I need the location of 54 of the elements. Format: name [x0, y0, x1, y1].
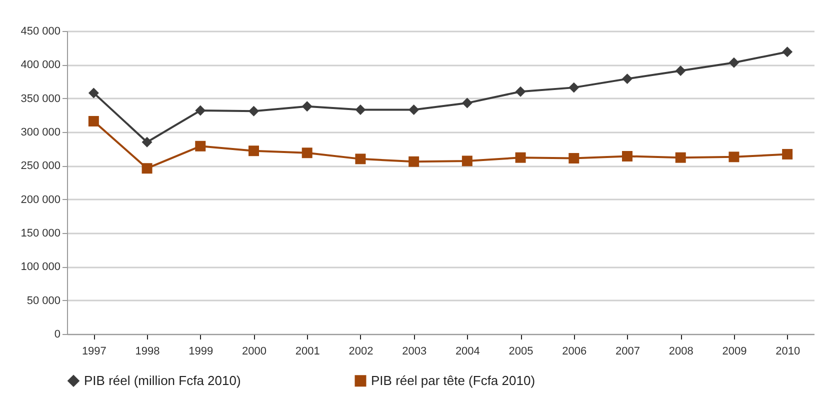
point — [675, 152, 686, 163]
y-tick-label: 150 000 — [20, 228, 60, 240]
x-tick-label: 2009 — [722, 346, 747, 358]
point — [408, 156, 420, 167]
y-tick-label: 200 000 — [20, 194, 60, 206]
y-tick-label: 450 000 — [20, 26, 60, 38]
x-tick-label: 2003 — [402, 346, 427, 358]
x-tick-label: 2008 — [668, 346, 694, 358]
y-tick-label: 250 000 — [20, 160, 60, 172]
point — [728, 57, 740, 68]
point — [302, 148, 312, 158]
point — [462, 98, 472, 108]
point — [142, 136, 152, 148]
point — [355, 104, 366, 116]
point — [728, 152, 740, 162]
point — [248, 146, 259, 156]
point — [302, 101, 312, 112]
x-tick-label: 2006 — [562, 346, 587, 358]
x-tick-label: 2001 — [295, 346, 320, 358]
point — [568, 153, 580, 164]
y-tick-label: 0 — [54, 328, 60, 340]
y-tick-label: 300 000 — [20, 126, 60, 138]
x-tick-label: 2004 — [455, 346, 480, 358]
point — [248, 106, 259, 116]
x-tick-label: 1999 — [188, 346, 214, 358]
x-tick-label: 1997 — [82, 346, 106, 358]
point — [355, 154, 366, 164]
legend-label: PIB réel par tête (Fcfa 2010) — [371, 372, 536, 388]
x-tick-label: 2010 — [776, 346, 800, 358]
point — [88, 116, 99, 126]
x-tick-label: 1998 — [135, 346, 160, 358]
y-tick-label: 50 000 — [26, 294, 60, 307]
y-tick-label: 400 000 — [20, 59, 60, 72]
point — [515, 86, 526, 97]
y-tick-label: 100 000 — [20, 261, 60, 274]
point — [622, 150, 632, 162]
x-tick-label: 2007 — [616, 346, 640, 358]
legend-label: PIB réel (million Fcfa 2010) — [84, 372, 241, 388]
x-tick-label: 2002 — [348, 346, 374, 358]
point — [88, 88, 99, 98]
point — [568, 82, 580, 93]
point — [142, 163, 152, 174]
point — [515, 152, 526, 163]
point — [622, 74, 632, 84]
y-tick-label: 350 000 — [20, 92, 60, 105]
point — [195, 140, 206, 152]
point — [462, 156, 472, 166]
point — [782, 46, 793, 58]
point — [195, 105, 206, 116]
point — [782, 148, 793, 160]
point — [408, 104, 420, 116]
x-tick-label: 2005 — [508, 346, 534, 358]
x-tick-label: 2000 — [242, 346, 266, 358]
point — [675, 65, 686, 76]
